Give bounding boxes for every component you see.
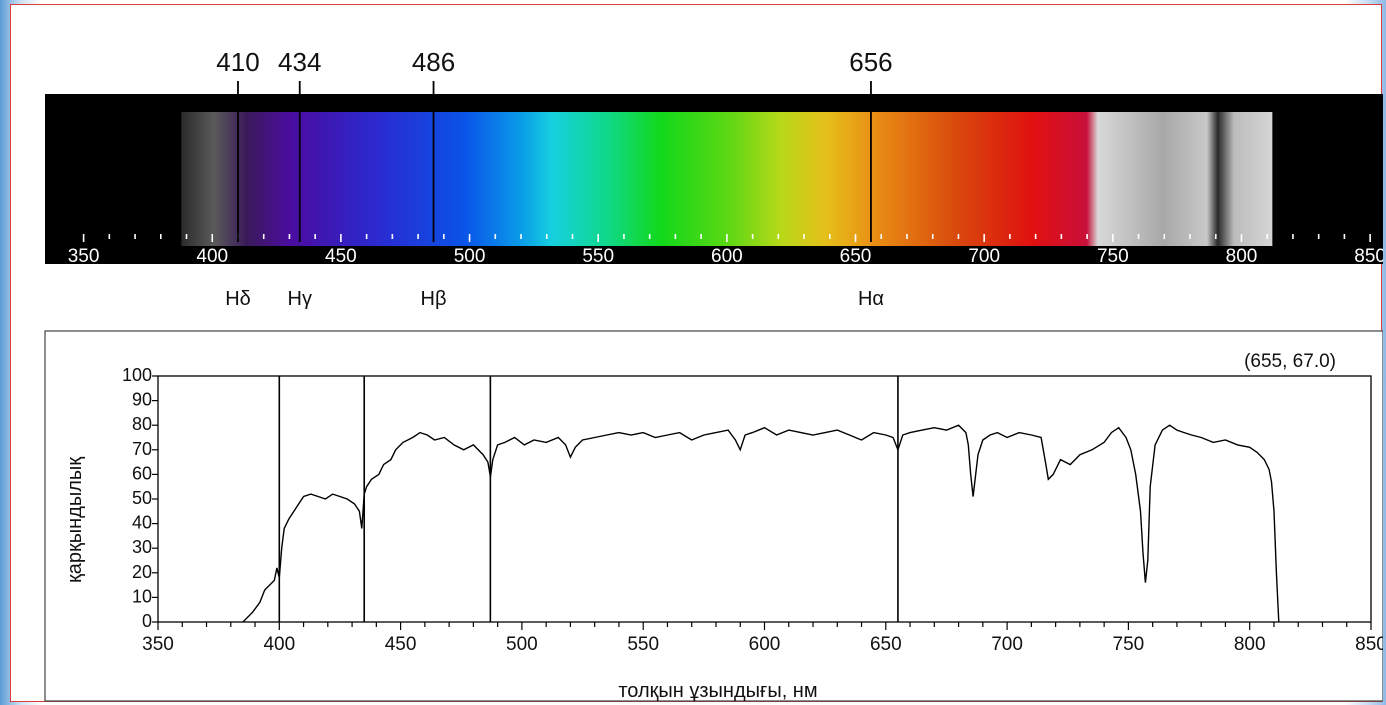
hydrogen-line-labels: Hδ Hγ Hβ Hα: [225, 288, 884, 310]
peak-wavelength-label: 486: [412, 47, 455, 77]
peak-wavelength-label: 434: [278, 47, 321, 77]
x-tick-label: 800: [1234, 634, 1266, 655]
peak-wavelength-label: 410: [216, 47, 259, 77]
spectrum-tick-labels: 350 400 450 500 550 600 650 700 750 800 850: [68, 246, 1383, 267]
x-tick-label: 850: [1355, 634, 1383, 655]
x-axis-ticks: 350 400 450 500 550 600 650 700 750 800 850: [142, 634, 1383, 655]
hydrogen-spectrum-figure: 350 400 450 500 550 600 650 700 750 800 850 410 434…: [44, 47, 1383, 702]
spectrum-tick-label: 800: [1226, 246, 1258, 267]
y-tick-label: 50: [132, 488, 152, 508]
y-tick-label: 70: [132, 439, 152, 459]
intensity-plot: 0 10 20 30 40 50 60 70 80 90 100 350 400 450 500 550 60…: [44, 330, 1383, 702]
y-tick-label: 20: [132, 562, 152, 582]
y-tick-label: 60: [132, 463, 152, 483]
spectrum-tick-label: 750: [1097, 246, 1129, 267]
x-tick-label: 700: [991, 634, 1023, 655]
x-tick-label: 550: [627, 634, 659, 655]
slide-frame: 350 400 450 500 550 600 650 700 750 800 850 410 434…: [10, 4, 1383, 702]
spectrum-tick-label: 350: [68, 246, 100, 267]
y-tick-label: 40: [132, 513, 152, 533]
spectrum-tick-label: 400: [196, 246, 228, 267]
hydrogen-line-name: Hδ: [225, 288, 251, 310]
spectrum-tick-label: 450: [325, 246, 357, 267]
x-tick-label: 400: [263, 634, 295, 655]
spectrum-peak-markers: 410 434 486 656: [216, 47, 893, 242]
spectrum-tick-label: 650: [840, 246, 872, 267]
peak-wavelength-label: 656: [849, 47, 892, 77]
spectrum-color-band: [181, 112, 1273, 246]
x-axis-title: толқын ұзындығы, нм: [618, 680, 817, 702]
spectrum-tick-label: 850: [1354, 246, 1383, 267]
y-tick-label: 10: [132, 586, 152, 606]
x-tick-label: 350: [142, 634, 174, 655]
plot-minor-ticks: [157, 622, 1372, 630]
x-tick-label: 650: [870, 634, 902, 655]
y-tick-label: 80: [132, 414, 152, 434]
y-tick-label: 30: [132, 537, 152, 557]
plot-frame: [44, 330, 1383, 702]
y-axis-ticks: 0 10 20 30 40 50 60 70 80 90 100: [122, 365, 158, 631]
y-tick-label: 0: [142, 611, 152, 631]
x-tick-label: 750: [1113, 634, 1145, 655]
y-tick-label: 100: [122, 365, 152, 385]
intensity-series-line: [242, 424, 1280, 623]
x-tick-label: 500: [506, 634, 538, 655]
x-tick-label: 450: [385, 634, 417, 655]
y-tick-label: 90: [132, 390, 152, 410]
spectrum-strip: 350 400 450 500 550 600 650 700 750 800 850 410 434…: [45, 47, 1383, 310]
x-tick-label: 600: [749, 634, 781, 655]
reference-lines: [278, 376, 899, 622]
cursor-readout: (655, 67.0): [1244, 351, 1336, 372]
spectrum-tick-label: 500: [454, 246, 486, 267]
spectrum-tick-label: 600: [711, 246, 743, 267]
spectrum-tick-label: 550: [582, 246, 614, 267]
spectrum-minor-ticks: [82, 234, 1371, 242]
spectrum-tick-label: 700: [968, 246, 1000, 267]
hydrogen-line-name: Hβ: [421, 288, 447, 310]
y-axis-title: қарқындылық: [64, 457, 86, 583]
hydrogen-line-name: Hγ: [288, 288, 312, 310]
hydrogen-line-name: Hα: [858, 288, 884, 310]
